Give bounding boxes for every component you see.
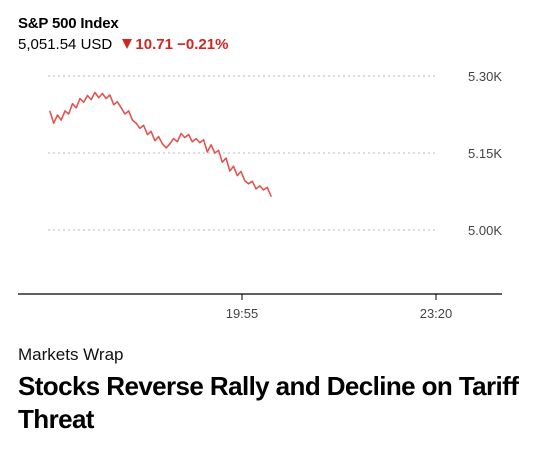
intraday-line-chart: 5.30K 5.15K 5.00K 19:55 23:20 [18,69,502,321]
y-axis-labels: 5.30K 5.15K 5.00K [468,69,502,238]
x-tick-label: 23:20 [420,306,453,321]
y-tick-label: 5.30K [468,69,502,84]
price-change: 10.71 [135,36,173,53]
x-tick-label: 19:55 [226,306,259,321]
x-axis: 19:55 23:20 [18,293,502,321]
down-triangle-icon [122,39,133,49]
index-price: 5,051.54 [18,36,77,53]
article-headline[interactable]: Stocks Reverse Rally and Decline on Tari… [18,371,519,434]
quote-header: S&P 500 Index 5,051.54 USD 10.71 −0.21% [18,14,228,55]
chart-series [49,91,272,197]
y-tick-label: 5.15K [468,146,502,161]
y-tick-label: 5.00K [468,223,502,238]
index-name: S&P 500 Index [18,15,119,32]
price-change-percent: −0.21% [177,36,229,53]
article-kicker[interactable]: Markets Wrap [18,345,124,364]
quote-line: 5,051.54 USD 10.71 −0.21% [18,35,228,55]
price-series-line [49,91,272,197]
price-currency: USD [80,36,113,53]
